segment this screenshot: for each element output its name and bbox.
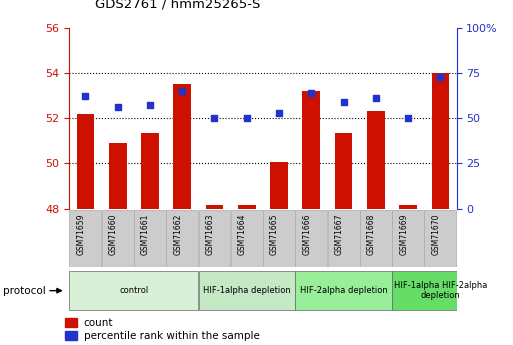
Point (146, 103, 154, 108)
Text: HIF-2alpha depletion: HIF-2alpha depletion (300, 286, 387, 295)
Bar (206, 205, 223, 209)
Bar (431, 73, 449, 209)
Bar (199, 271, 295, 310)
Text: GSM71668: GSM71668 (367, 213, 376, 255)
Text: GSM71663: GSM71663 (206, 213, 214, 255)
Point (178, 88, 186, 94)
Text: percentile rank within the sample: percentile rank within the sample (84, 331, 260, 341)
Bar (69, 210, 102, 267)
Text: GSM71669: GSM71669 (399, 213, 408, 255)
Point (404, 115, 412, 121)
Bar (367, 111, 385, 209)
Text: GSM71660: GSM71660 (109, 213, 117, 255)
Bar (134, 210, 166, 267)
Bar (109, 143, 127, 209)
Point (340, 99, 348, 105)
Bar (295, 210, 327, 267)
Text: GSM71661: GSM71661 (141, 213, 150, 255)
Bar (199, 210, 230, 267)
Point (437, 74, 445, 79)
Bar (328, 210, 360, 267)
Point (113, 105, 122, 110)
Bar (270, 162, 288, 209)
Bar (173, 84, 191, 209)
Text: GSM71670: GSM71670 (431, 213, 441, 255)
Bar (166, 210, 198, 267)
Bar (392, 271, 489, 310)
Text: GSM71667: GSM71667 (334, 213, 344, 255)
Bar (263, 210, 295, 267)
Text: protocol: protocol (3, 286, 45, 296)
Text: GSM71662: GSM71662 (173, 213, 182, 255)
Bar (392, 210, 424, 267)
Bar (238, 205, 255, 209)
Point (307, 90, 315, 96)
Bar (102, 210, 134, 267)
Bar (76, 114, 94, 209)
Text: GDS2761 / hmm25265-S: GDS2761 / hmm25265-S (95, 0, 260, 10)
Point (372, 96, 380, 101)
Bar (65, 318, 77, 327)
Text: HIF-1alpha depletion: HIF-1alpha depletion (203, 286, 291, 295)
Point (81, 94, 89, 99)
Bar (69, 271, 198, 310)
Text: control: control (119, 286, 148, 295)
Text: GSM71665: GSM71665 (270, 213, 279, 255)
Bar (231, 210, 263, 267)
Bar (303, 91, 320, 209)
Text: GSM71659: GSM71659 (76, 213, 85, 255)
Bar (295, 271, 392, 310)
Bar (141, 133, 159, 209)
Point (243, 115, 251, 121)
Text: HIF-1alpha HIF-2alpha
depletion: HIF-1alpha HIF-2alpha depletion (394, 281, 487, 300)
Bar (424, 210, 457, 267)
Bar (399, 205, 417, 209)
Point (210, 115, 219, 121)
Point (275, 110, 283, 116)
Bar (65, 331, 77, 340)
Bar (360, 210, 392, 267)
Text: GSM71664: GSM71664 (238, 213, 247, 255)
Text: GSM71666: GSM71666 (302, 213, 311, 255)
Text: count: count (84, 318, 113, 328)
Bar (334, 133, 352, 209)
